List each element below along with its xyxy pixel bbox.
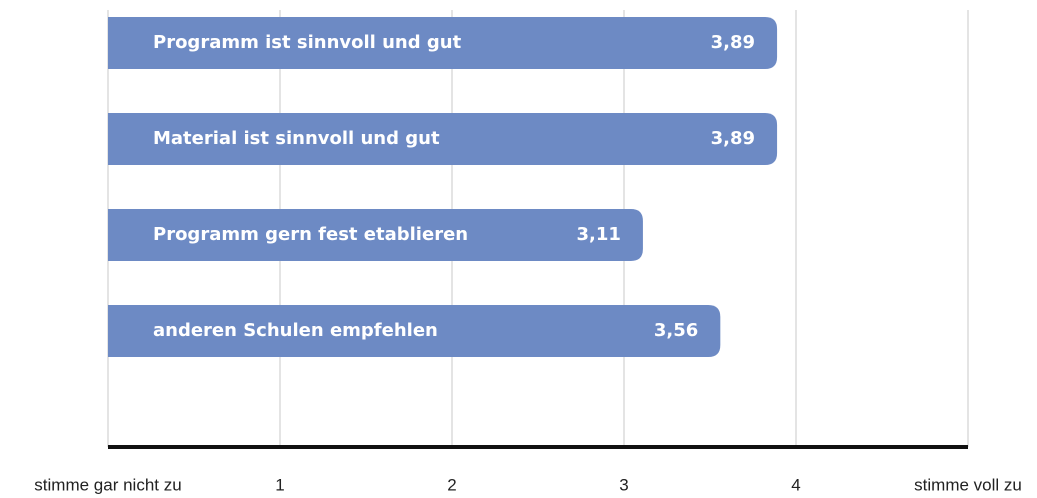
x-tick-label: stimme gar nicht zu — [34, 475, 181, 494]
bar — [108, 17, 778, 69]
bar — [108, 305, 721, 357]
x-tick-label: 3 — [619, 475, 628, 494]
bar-label: Material ist sinnvoll und gut — [153, 128, 440, 149]
value-label: 3,89 — [711, 32, 755, 53]
value-label: 3,89 — [711, 128, 755, 149]
bar-label: anderen Schulen empfehlen — [153, 320, 438, 341]
value-label: 3,11 — [576, 224, 620, 245]
bar — [108, 113, 778, 165]
x-tick-label: 4 — [791, 475, 800, 494]
x-tick-label: stimme voll zu — [914, 475, 1022, 494]
bar — [108, 209, 643, 261]
bar-label: Programm ist sinnvoll und gut — [153, 32, 462, 53]
x-tick-label: 1 — [275, 475, 284, 494]
bar-label: Programm gern fest etablieren — [153, 224, 468, 245]
x-tick-label: 2 — [447, 475, 456, 494]
value-label: 3,56 — [654, 320, 698, 341]
